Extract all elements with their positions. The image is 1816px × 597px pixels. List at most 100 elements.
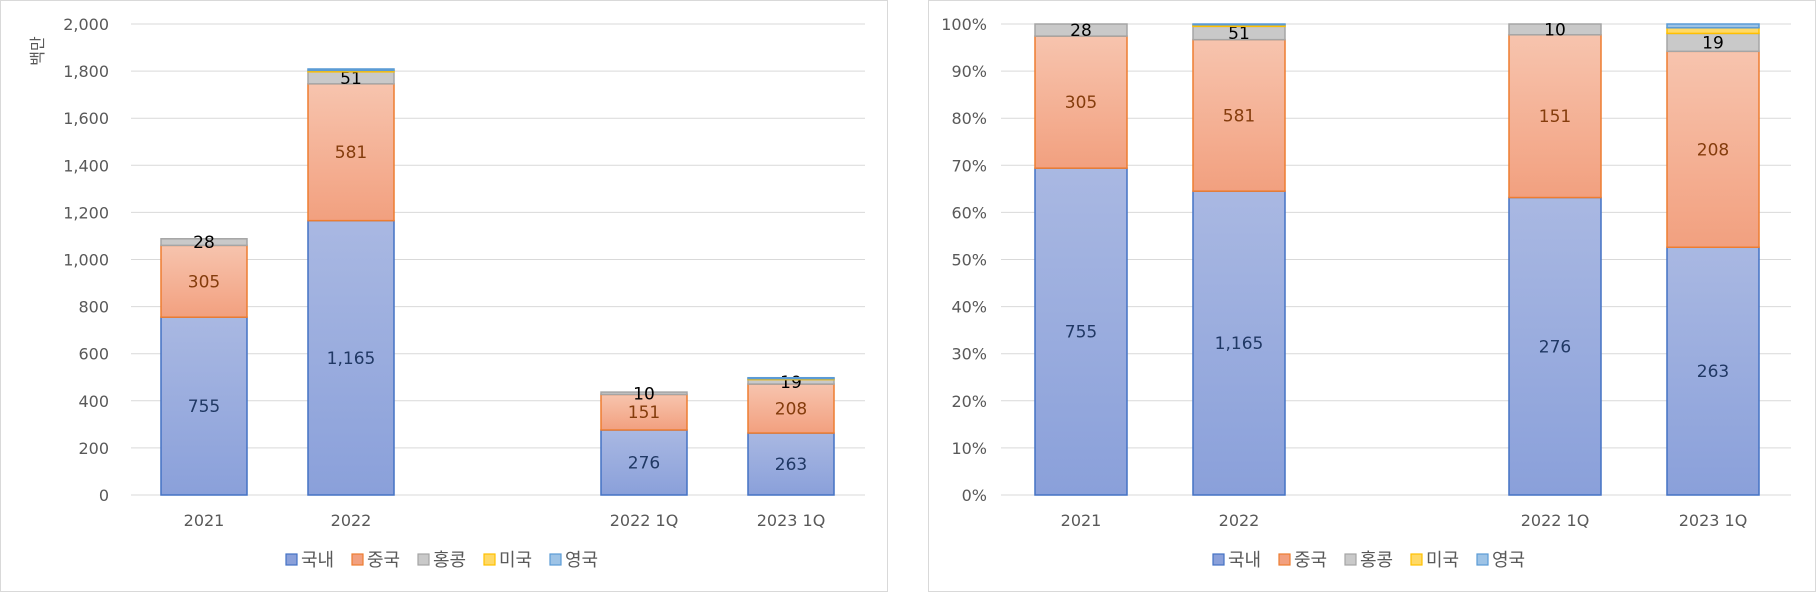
bar-segment-hongkong xyxy=(600,391,688,396)
bar-segment-domestic xyxy=(1508,196,1602,496)
data-label-domestic: 755 xyxy=(188,397,220,417)
data-label-china: 305 xyxy=(188,272,220,292)
bar-segment-domestic xyxy=(1034,167,1128,496)
x-category-label: 2022 1Q xyxy=(610,511,679,530)
legend-swatch-domestic xyxy=(285,553,298,566)
bar-segment-uk xyxy=(307,68,395,72)
legend-label-usa: 미국 xyxy=(499,550,532,571)
data-label-domestic: 263 xyxy=(1697,362,1729,382)
y-tick-label: 80% xyxy=(951,109,987,128)
data-label-hongkong: 51 xyxy=(340,69,362,89)
data-label-china: 581 xyxy=(1223,106,1255,126)
y-tick-label: 1,000 xyxy=(63,251,109,270)
data-label-domestic: 1,165 xyxy=(327,349,376,369)
bar-segment-usa xyxy=(1666,27,1760,35)
legend-swatch-hongkong xyxy=(1344,553,1357,566)
bar-segment-china xyxy=(1192,38,1286,192)
bar-segment-uk xyxy=(1192,23,1286,26)
bar-segment-china xyxy=(747,383,835,434)
x-category-label: 2022 xyxy=(331,511,372,530)
data-label-china: 151 xyxy=(1539,107,1571,127)
data-label-hongkong: 10 xyxy=(633,384,655,404)
chart-panel-percent: 0% 10% 20% 30% 40% 50% 60% 70% 80% 90% 100% 2021 755… xyxy=(928,0,1816,592)
y-tick-label: 40% xyxy=(951,298,987,317)
data-label-domestic: 276 xyxy=(1539,337,1571,357)
data-label-hongkong: 19 xyxy=(1702,33,1724,53)
data-label-china: 151 xyxy=(628,403,660,423)
y-tick-label: 0% xyxy=(962,486,987,505)
data-label-china: 305 xyxy=(1065,93,1097,113)
bar-segment-domestic xyxy=(307,219,395,496)
legend-swatch-china xyxy=(1278,553,1291,566)
data-label-hongkong: 51 xyxy=(1228,24,1250,44)
data-label-china: 581 xyxy=(335,143,367,163)
legend-swatch-uk xyxy=(1476,553,1489,566)
bar-segment-domestic xyxy=(600,429,688,496)
data-label-china: 208 xyxy=(1697,140,1729,160)
bar-segment-hongkong xyxy=(1508,23,1602,36)
data-label-hongkong: 10 xyxy=(1544,20,1566,40)
chart-panel-absolute: 0 200 400 600 800 1,000 1,200 1,400 1,600 1,800 2,… xyxy=(0,0,888,592)
y-tick-label: 60% xyxy=(951,203,987,222)
y-tick-label: 70% xyxy=(951,156,987,175)
x-category-label: 2023 1Q xyxy=(757,511,826,530)
y-tick-label: 800 xyxy=(78,298,109,317)
legend-label-hongkong: 홍콩 xyxy=(1360,550,1393,571)
y-tick-label: 100% xyxy=(941,15,987,34)
data-label-domestic: 263 xyxy=(775,455,807,475)
y-tick-label: 1,600 xyxy=(63,109,109,128)
y-tick-label: 600 xyxy=(78,345,109,364)
data-label-hongkong: 19 xyxy=(780,373,802,393)
x-category-label: 2022 1Q xyxy=(1521,511,1590,530)
bar-segment-domestic xyxy=(1666,246,1760,496)
legend-label-domestic: 국내 xyxy=(301,550,334,571)
legend-swatch-usa xyxy=(1410,553,1423,566)
data-label-domestic: 755 xyxy=(1065,323,1097,343)
y-tick-label: 20% xyxy=(951,392,987,411)
y-tick-label: 10% xyxy=(951,439,987,458)
y-tick-label: 30% xyxy=(951,345,987,364)
x-category-label: 2023 1Q xyxy=(1679,511,1748,530)
bar-segment-hongkong xyxy=(1034,23,1128,37)
y-tick-label: 1,800 xyxy=(63,62,109,81)
legend-label-hongkong: 홍콩 xyxy=(433,550,466,571)
data-label-china: 208 xyxy=(775,400,807,420)
bar-segment-china xyxy=(307,83,395,222)
legend-swatch-china xyxy=(351,553,364,566)
x-category-label: 2021 xyxy=(184,511,225,530)
absolute-stacked-bar-chart: 0 200 400 600 800 1,000 1,200 1,400 1,600 1,800 2,… xyxy=(28,15,865,571)
bar-segment-domestic xyxy=(1192,190,1286,496)
y-tick-label: 2,000 xyxy=(63,15,109,34)
y-tick-label: 50% xyxy=(951,251,987,270)
legend-swatch-usa xyxy=(483,553,496,566)
legend-label-uk: 영국 xyxy=(1492,550,1525,571)
x-category-label: 2021 xyxy=(1061,511,1102,530)
legend-swatch-uk xyxy=(549,553,562,566)
data-label-hongkong: 28 xyxy=(1070,21,1092,41)
legend-label-china: 중국 xyxy=(367,550,400,571)
y-tick-label: 1,400 xyxy=(63,156,109,175)
data-label-hongkong: 28 xyxy=(193,233,215,253)
y-tick-label: 200 xyxy=(78,439,109,458)
bar-segment-domestic xyxy=(160,316,248,496)
legend-label-domestic: 국내 xyxy=(1228,550,1261,571)
y-tick-label: 400 xyxy=(78,392,109,411)
legend-swatch-hongkong xyxy=(417,553,430,566)
legend-label-china: 중국 xyxy=(1294,550,1327,571)
bar-segment-china xyxy=(1034,35,1128,169)
y-tick-label: 0 xyxy=(99,486,109,505)
percent-stacked-bar-chart: 0% 10% 20% 30% 40% 50% 60% 70% 80% 90% 100% 2021 755… xyxy=(941,15,1791,571)
legend-swatch-domestic xyxy=(1212,553,1225,566)
y-axis-unit-label: 백만 xyxy=(28,36,47,66)
bar-segment-china xyxy=(1666,50,1760,249)
data-label-domestic: 1,165 xyxy=(1215,334,1264,354)
legend-label-uk: 영국 xyxy=(565,550,598,571)
bar-segment-hongkong xyxy=(160,238,248,247)
data-label-domestic: 276 xyxy=(628,454,660,474)
y-tick-label: 1,200 xyxy=(63,203,109,222)
bar-segment-uk xyxy=(747,376,835,380)
bar-segment-china xyxy=(160,244,248,318)
legend-label-usa: 미국 xyxy=(1426,550,1459,571)
x-category-label: 2022 xyxy=(1219,511,1260,530)
y-tick-label: 90% xyxy=(951,62,987,81)
